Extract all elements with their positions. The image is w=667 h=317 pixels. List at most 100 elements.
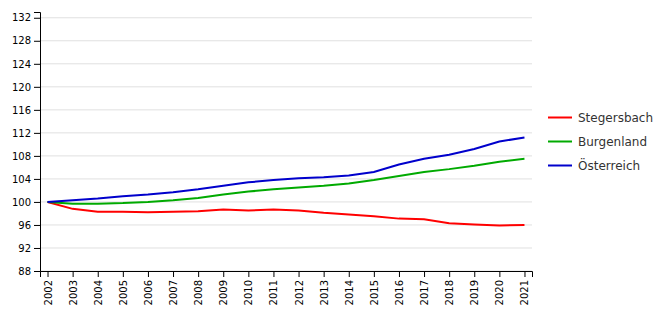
x-tick-label: 2009	[218, 280, 229, 305]
x-tick-mark	[148, 271, 149, 277]
grid-line	[40, 247, 532, 248]
y-tick-mark	[34, 179, 40, 180]
x-tick-mark	[299, 271, 300, 277]
legend-label: Stegersbach	[578, 111, 653, 125]
x-axis: 2002 2003 2004 2005 2006 2007 2008 2009 2010 2011…	[41, 271, 533, 305]
x-tick-label: 2002	[43, 280, 54, 305]
x-tick-mark	[424, 271, 425, 277]
x-tick-label: 2005	[118, 280, 129, 305]
x-tick: 2019	[469, 271, 480, 305]
x-tick: 2002	[43, 271, 54, 305]
x-tick: 2012	[294, 271, 305, 305]
y-tick-label: 124	[12, 59, 31, 70]
x-tick: 2015	[369, 271, 380, 305]
x-tick-mark	[98, 271, 99, 277]
x-tick-mark	[123, 271, 124, 277]
y-tick: 92	[18, 243, 40, 254]
y-tick: 96	[18, 220, 40, 231]
x-tick-label: 2008	[193, 280, 204, 305]
y-tick: 116	[12, 105, 40, 116]
legend-swatch	[548, 165, 572, 167]
y-tick-label: 96	[18, 220, 31, 231]
series-line	[48, 202, 525, 226]
x-tick-mark	[324, 271, 325, 277]
x-tick-label: 2011	[268, 280, 279, 305]
y-tick-mark	[34, 110, 40, 111]
y-tick-mark	[34, 156, 40, 157]
y-tick-label: 116	[12, 105, 31, 116]
x-tick: 2003	[68, 271, 79, 305]
x-tick-mark	[499, 271, 500, 277]
x-tick-label: 2013	[319, 280, 330, 305]
y-axis: 889296100104108112116120124128132	[12, 12, 41, 276]
x-tick: 2013	[319, 271, 330, 305]
y-tick-mark	[34, 18, 40, 19]
y-tick-mark	[34, 202, 40, 203]
x-tick: 2009	[218, 271, 229, 305]
y-tick-label: 128	[12, 35, 31, 46]
x-axis-line	[41, 272, 533, 278]
grid-line	[40, 40, 532, 41]
x-tick-mark	[399, 271, 400, 277]
grid-line	[40, 17, 532, 18]
y-tick: 88	[18, 266, 40, 277]
grid-line	[40, 109, 532, 110]
grid-line	[40, 63, 532, 64]
x-tick: 2020	[494, 271, 505, 305]
x-tick-mark	[223, 271, 224, 277]
x-tick-mark	[474, 271, 475, 277]
y-tick-mark	[34, 271, 40, 272]
y-axis-line	[34, 13, 41, 272]
x-tick-label: 2006	[143, 280, 154, 305]
x-tick: 2016	[394, 271, 405, 305]
grid-line	[40, 132, 532, 133]
x-tick-label: 2004	[93, 280, 104, 305]
y-tick: 112	[12, 128, 40, 139]
x-tick-label: 2014	[344, 280, 355, 305]
y-tick-mark	[34, 64, 40, 65]
y-tick-label: 88	[18, 266, 31, 277]
grid	[40, 18, 532, 271]
x-tick: 2010	[243, 271, 254, 305]
x-tick-mark	[198, 271, 199, 277]
y-tick-label: 100	[12, 197, 31, 208]
y-tick-mark	[34, 133, 40, 134]
x-tick-mark	[173, 271, 174, 277]
x-tick: 2018	[444, 271, 455, 305]
x-tick: 2005	[118, 271, 129, 305]
x-tick: 2021	[519, 271, 530, 305]
x-tick-mark	[449, 271, 450, 277]
legend-label: Burgenland	[578, 135, 647, 149]
x-tick: 2011	[268, 271, 279, 305]
chart: 2002 2003 2004 2005 2006 2007 2008 2009 2010 2011…	[0, 0, 667, 317]
grid-line	[40, 86, 532, 87]
x-tick-label: 2019	[469, 280, 480, 305]
x-tick-mark	[48, 271, 49, 277]
x-tick-mark	[524, 271, 525, 277]
y-tick: 104	[12, 174, 40, 185]
y-tick: 120	[12, 82, 40, 93]
x-tick: 2008	[193, 271, 204, 305]
y-tick-mark	[34, 248, 40, 249]
x-tick-label: 2020	[494, 280, 505, 305]
y-tick: 128	[12, 35, 40, 46]
x-tick: 2006	[143, 271, 154, 305]
y-tick-mark	[34, 87, 40, 88]
x-tick-label: 2016	[394, 280, 405, 305]
y-tick: 132	[12, 12, 40, 23]
x-tick-label: 2017	[419, 280, 430, 305]
grid-line	[40, 155, 532, 156]
plot-area	[48, 137, 525, 225]
y-tick: 124	[12, 59, 40, 70]
x-tick-label: 2021	[519, 280, 530, 305]
y-tick-label: 104	[12, 174, 31, 185]
x-tick-label: 2015	[369, 280, 380, 305]
y-tick-mark	[34, 225, 40, 226]
x-tick-label: 2003	[68, 280, 79, 305]
x-tick-mark	[73, 271, 74, 277]
legend-swatch	[548, 117, 572, 119]
y-tick-label: 112	[12, 128, 31, 139]
x-tick-label: 2010	[243, 280, 254, 305]
y-tick-label: 120	[12, 82, 31, 93]
x-tick-label: 2007	[168, 280, 179, 305]
